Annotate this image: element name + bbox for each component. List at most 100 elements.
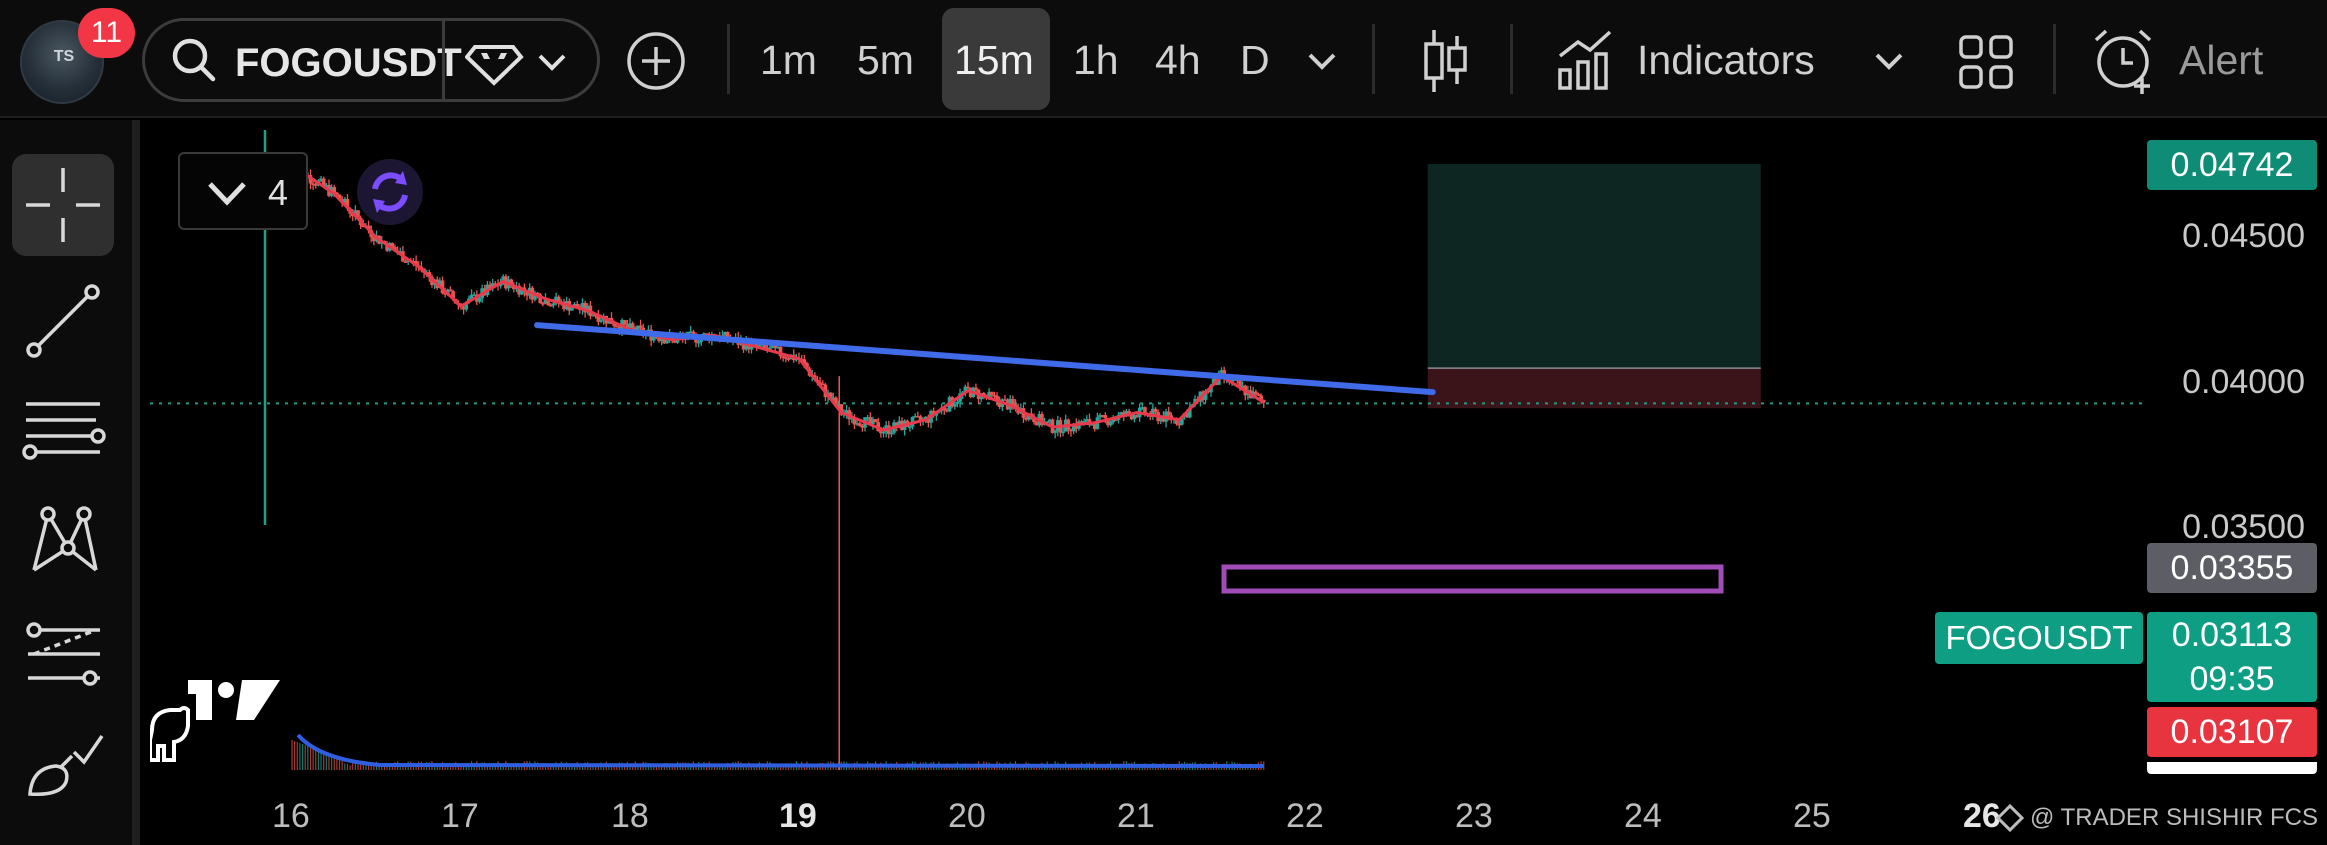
candle-body — [448, 289, 453, 292]
candle-body — [390, 242, 395, 247]
date-tick-21: 21 — [1117, 797, 1155, 835]
candle-body — [591, 314, 595, 317]
candle-body — [1069, 429, 1073, 432]
candle-body — [493, 283, 498, 285]
chevron-down-icon — [208, 182, 246, 206]
candle-body — [1011, 398, 1015, 405]
timeframe-5m[interactable]: 5m — [857, 37, 914, 83]
candle-body — [989, 391, 994, 396]
candle-body — [599, 319, 603, 322]
candle-body — [1129, 414, 1134, 420]
price-axis-cut-off — [2147, 762, 2317, 774]
layers-toggle[interactable]: 4 — [178, 152, 308, 230]
notification-badge[interactable]: 11 — [78, 8, 135, 58]
timeframe-1h[interactable]: 1h — [1073, 37, 1119, 83]
timeframe-4h[interactable]: 4h — [1155, 37, 1201, 83]
candle-body — [852, 417, 857, 425]
candle-body — [636, 325, 640, 333]
add-symbol-icon[interactable] — [625, 30, 687, 92]
candle-body — [665, 340, 669, 344]
indicators-icon[interactable] — [1556, 28, 1614, 90]
toolbar-divider — [727, 24, 730, 94]
candle-body — [688, 331, 693, 334]
candle-body — [868, 417, 873, 425]
timeframe-d[interactable]: D — [1240, 37, 1270, 83]
candle-body — [1151, 408, 1155, 417]
candle-body — [461, 307, 466, 310]
candle-body — [1240, 385, 1245, 388]
candle-body — [343, 198, 347, 204]
candle-body — [332, 187, 337, 193]
chevron-down-icon[interactable] — [537, 51, 567, 75]
candle-type-icon[interactable] — [1420, 28, 1470, 94]
candle-body — [541, 303, 545, 305]
price-tick-2: 0.03500 — [2182, 508, 2305, 546]
pattern-icon — [32, 506, 98, 572]
diamond-badge-icon[interactable] — [465, 37, 525, 87]
candle-body — [451, 291, 455, 299]
candle-body — [1132, 415, 1137, 420]
candle-body — [311, 183, 315, 185]
brush-tool[interactable] — [12, 710, 114, 812]
crosshair-tool[interactable] — [12, 154, 114, 256]
candle-body — [1013, 404, 1018, 408]
candle-body — [1188, 407, 1192, 418]
crosshair-icon — [26, 168, 100, 242]
candle-body — [469, 294, 474, 299]
avatar-initials: TS — [53, 48, 75, 65]
alarm-clock-icon[interactable] — [2090, 26, 2160, 96]
alert-label[interactable]: Alert — [2179, 37, 2264, 83]
price-tick-0: 0.04500 — [2182, 217, 2305, 255]
timeframe-1m[interactable]: 1m — [760, 37, 817, 83]
indicators-label[interactable]: Indicators — [1637, 37, 1815, 83]
candle-body — [570, 307, 574, 311]
sync-icon[interactable] — [357, 159, 423, 225]
candle-body — [651, 335, 656, 341]
symbol-search[interactable]: FOGOUSDT — [142, 18, 600, 102]
fibonacci-icon — [26, 622, 100, 686]
candle-body — [533, 292, 537, 300]
candle-body — [897, 420, 902, 428]
active-timeframe-highlight — [942, 8, 1050, 110]
chevron-down-icon[interactable] — [1307, 50, 1337, 74]
candle-body — [781, 356, 785, 358]
candle-body — [1092, 424, 1097, 430]
candle-body — [873, 419, 878, 423]
candle-body — [1211, 378, 1216, 386]
candle-body — [1111, 419, 1116, 423]
candle-body — [548, 305, 553, 307]
candle-body — [786, 358, 791, 360]
candle-body — [1203, 390, 1208, 400]
timeframe-15m[interactable]: 15m — [954, 37, 1034, 83]
candle-body — [628, 323, 632, 329]
candle-body — [805, 362, 809, 369]
layout-grid-icon[interactable] — [1958, 34, 2014, 90]
candle-body — [923, 416, 928, 419]
candle-body — [1024, 417, 1028, 420]
pattern-tool[interactable] — [12, 490, 114, 592]
candle-body — [324, 184, 329, 187]
chevron-down-icon[interactable] — [1874, 50, 1904, 74]
candle-body — [770, 345, 775, 348]
symbol-divider — [442, 21, 445, 99]
fibonacci-tool[interactable] — [12, 600, 114, 702]
trend-line-tool[interactable] — [12, 270, 114, 372]
date-tick-16: 16 — [272, 797, 310, 835]
brush-icon — [28, 735, 104, 796]
top-toolbar: TS 11 FOGOUSDT 1m 5m 15m 1h 4h D — [0, 0, 2327, 118]
horizontal-lines-icon — [22, 402, 106, 460]
candle-body — [889, 432, 894, 435]
candle-body — [1119, 412, 1123, 415]
horizontal-lines-tool[interactable] — [12, 382, 114, 484]
candle-body — [353, 210, 358, 217]
candle-body — [538, 294, 543, 304]
symbol-price-tag: FOGOUSDT — [1935, 612, 2143, 664]
avatar[interactable]: TS — [20, 20, 104, 104]
candle-body — [995, 395, 999, 402]
candle-body — [612, 323, 616, 326]
candle-body — [762, 342, 767, 348]
candle-body — [955, 401, 960, 404]
candle-body — [556, 296, 561, 303]
candle-body — [657, 337, 661, 342]
